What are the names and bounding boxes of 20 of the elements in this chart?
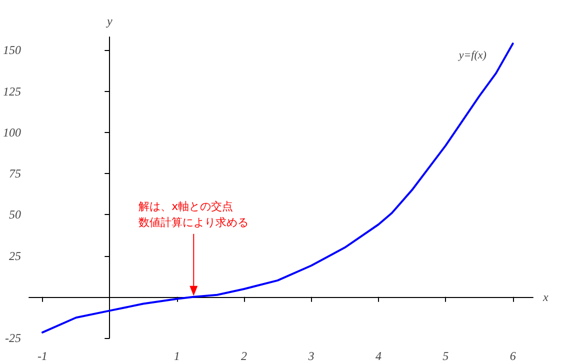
- x-tick-label: 5: [442, 349, 449, 362]
- y-tick-label: 100: [3, 125, 21, 140]
- y-tick-label: 25: [9, 248, 21, 263]
- y-tick-label: 150: [3, 43, 21, 58]
- y-tick-label: 75: [9, 166, 21, 181]
- x-tick-label: 1: [174, 349, 180, 362]
- line-series: [41, 42, 514, 334]
- x-axis-title: x: [542, 290, 549, 304]
- x-tick-label: 3: [307, 349, 314, 362]
- y-tick-label: -25: [5, 331, 21, 345]
- x-tick-label: 2: [241, 349, 248, 362]
- series-label: y=f(x): [458, 50, 487, 62]
- y-axis-title: y: [106, 14, 113, 28]
- x-tick-label: 6: [510, 349, 516, 362]
- y-tick-label: 125: [3, 84, 21, 98]
- y-tick-label: 50: [9, 208, 21, 222]
- annotation: 数値計算により求める: [138, 216, 249, 229]
- x-tick-label: 4: [375, 349, 382, 362]
- annotation: 解は、x軸との交点: [138, 200, 234, 213]
- x-tick-label: -1: [37, 349, 48, 362]
